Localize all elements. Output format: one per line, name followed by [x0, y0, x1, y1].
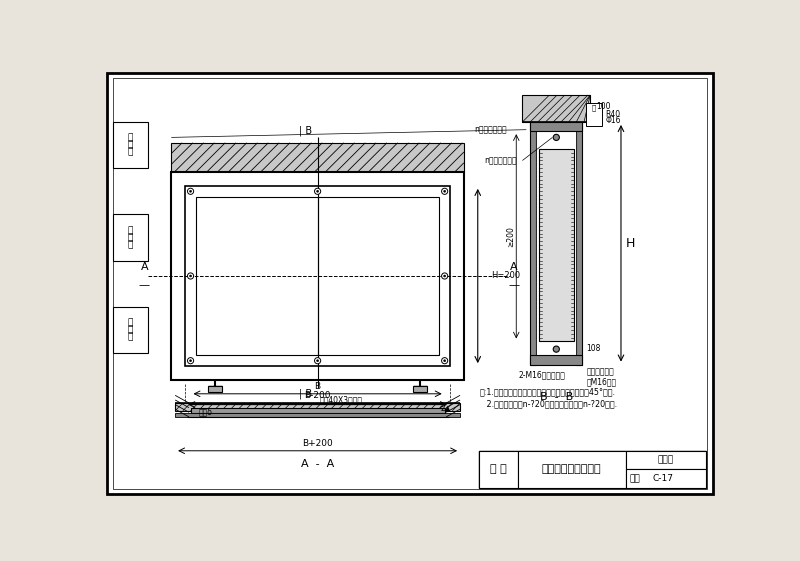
Bar	[175, 413, 460, 417]
Text: A: A	[510, 262, 518, 272]
Text: 槽面40X3橡胶垫: 槽面40X3橡胶垫	[319, 396, 362, 404]
Circle shape	[190, 190, 191, 192]
Text: 层: 层	[128, 240, 133, 249]
Text: 层: 层	[128, 148, 133, 157]
Bar	[626, 469, 706, 488]
Bar	[536, 122, 576, 365]
Circle shape	[442, 188, 448, 194]
Circle shape	[190, 360, 191, 362]
Text: ≥200: ≥200	[506, 226, 514, 247]
Text: B+200: B+200	[302, 439, 333, 448]
Text: 2-M16圆柱头螺母: 2-M16圆柱头螺母	[518, 371, 566, 380]
Text: B: B	[314, 381, 321, 390]
Text: —: —	[138, 280, 150, 290]
Bar	[413, 386, 427, 392]
Text: 图集号: 图集号	[658, 456, 674, 465]
Bar	[185, 186, 450, 366]
Text: 100: 100	[596, 102, 611, 111]
Bar	[530, 122, 536, 365]
Bar	[530, 355, 582, 365]
Text: n个圆柱头螺母: n个圆柱头螺母	[474, 125, 507, 134]
Bar	[479, 451, 518, 488]
Text: 图: 图	[128, 325, 133, 334]
Text: 例: 例	[128, 332, 133, 341]
Circle shape	[317, 360, 318, 362]
Text: 入M16螺柱: 入M16螺柱	[586, 377, 617, 386]
Text: 表厚δ: 表厚δ	[199, 407, 213, 416]
Bar	[626, 451, 706, 469]
Text: | B: | B	[299, 389, 313, 399]
Text: 装: 装	[128, 226, 133, 235]
Bar	[175, 403, 460, 411]
Text: 顶: 顶	[592, 104, 596, 111]
Text: C-17: C-17	[653, 474, 674, 483]
Text: Φ16: Φ16	[606, 116, 621, 125]
Bar	[586, 103, 602, 126]
Text: H=200: H=200	[492, 272, 521, 280]
Circle shape	[317, 190, 318, 192]
Text: 风口防护密闭封堵板: 风口防护密闭封堵板	[542, 465, 602, 474]
Text: n个圆柱头螺母: n个圆柱头螺母	[484, 156, 517, 165]
Bar	[208, 386, 222, 392]
Text: 图 名: 图 名	[490, 465, 507, 474]
Circle shape	[187, 273, 194, 279]
Text: A  -  A: A - A	[301, 459, 334, 469]
Bar	[113, 307, 148, 353]
Bar	[522, 95, 590, 122]
Bar	[576, 122, 582, 365]
Bar	[171, 172, 464, 380]
Text: A: A	[141, 262, 148, 272]
Text: 饰: 饰	[128, 233, 133, 242]
Circle shape	[314, 188, 321, 194]
Text: 注:1.橡胶垫与封堵板四周搭接，橡胶垫接头处采用45°斜接.: 注:1.橡胶垫与封堵板四周搭接，橡胶垫接头处采用45°斜接.	[479, 388, 615, 397]
Text: 构: 构	[128, 141, 133, 150]
Text: 安装螺栓孔时: 安装螺栓孔时	[586, 368, 614, 377]
Circle shape	[554, 346, 559, 352]
Text: —: —	[508, 280, 519, 290]
Circle shape	[444, 190, 446, 192]
Bar	[113, 122, 148, 168]
Text: 本: 本	[128, 319, 133, 328]
Text: H: H	[626, 237, 635, 250]
Circle shape	[442, 273, 448, 279]
Text: 2.封堵板上螺孔n-?20应与门框上的螺孔n-?20配套.: 2.封堵板上螺孔n-?20应与门框上的螺孔n-?20配套.	[479, 399, 618, 408]
Bar	[538, 149, 574, 342]
Bar	[190, 408, 445, 413]
Circle shape	[444, 275, 446, 277]
Text: R40: R40	[606, 110, 621, 119]
Text: 结: 结	[128, 134, 133, 142]
Bar	[113, 214, 148, 261]
Text: | B: | B	[299, 126, 313, 136]
Bar	[518, 451, 626, 488]
Text: 页次: 页次	[630, 474, 640, 483]
Text: B-200: B-200	[304, 391, 331, 400]
Circle shape	[187, 188, 194, 194]
Bar	[196, 197, 439, 355]
Circle shape	[444, 360, 446, 362]
Circle shape	[554, 134, 559, 140]
Bar	[479, 451, 706, 488]
Circle shape	[314, 357, 321, 364]
Bar	[171, 143, 464, 172]
Text: B  -  B: B - B	[540, 392, 573, 402]
Circle shape	[190, 275, 191, 277]
Text: 2▲: 2▲	[441, 403, 451, 412]
Circle shape	[187, 357, 194, 364]
Bar	[530, 122, 582, 131]
Circle shape	[442, 357, 448, 364]
Text: 108: 108	[586, 344, 601, 353]
